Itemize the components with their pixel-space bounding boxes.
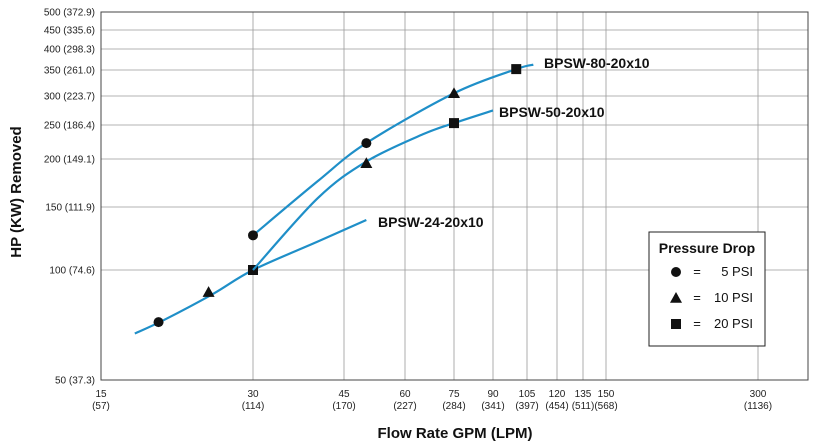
legend-equals: = bbox=[693, 316, 701, 331]
series-label: BPSW-24-20x10 bbox=[378, 214, 484, 230]
x-tick-sublabel: (568) bbox=[594, 401, 617, 412]
plot-frame bbox=[100, 11, 809, 381]
x-tick-sublabel: (114) bbox=[242, 401, 265, 412]
data-point-square bbox=[511, 64, 522, 75]
x-tick-label: 45 bbox=[338, 389, 350, 400]
legend-title: Pressure Drop bbox=[659, 240, 755, 256]
x-tick-sublabel: (454) bbox=[545, 401, 568, 412]
data-point-triangle bbox=[448, 87, 460, 99]
x-tick-sublabel: (1136) bbox=[744, 401, 772, 412]
series-line bbox=[252, 63, 534, 237]
y-tick-label: 400 (298.3) bbox=[44, 45, 95, 56]
x-tick-label: 120 bbox=[549, 389, 566, 400]
x-tick-label: 90 bbox=[487, 389, 499, 400]
x-tick-sublabel: (284) bbox=[442, 401, 465, 412]
y-tick-label: 450 (335.6) bbox=[44, 26, 95, 37]
x-tick-label: 15 bbox=[95, 389, 107, 400]
y-tick-label: 300 (223.7) bbox=[44, 92, 95, 103]
series-label: BPSW-80-20x10 bbox=[544, 55, 650, 71]
x-tick-label: 60 bbox=[399, 389, 411, 400]
series-BPSW-50-20x10 bbox=[252, 109, 494, 271]
x-axis-title: Flow Rate GPM (LPM) bbox=[378, 425, 533, 442]
x-tick-sublabel: (227) bbox=[393, 401, 416, 412]
data-point-circle bbox=[153, 317, 164, 328]
data-point-triangle bbox=[202, 286, 215, 297]
y-tick-label: 200 (149.1) bbox=[44, 155, 95, 166]
y-tick-label: 150 (111.9) bbox=[45, 203, 95, 214]
x-tick-sublabel: (511) bbox=[572, 401, 595, 412]
legend-marker-circle bbox=[671, 267, 681, 277]
x-tick-sublabel: (57) bbox=[92, 401, 110, 412]
legend-equals: = bbox=[693, 290, 701, 305]
legend: Pressure Drop = 5 PSI = 10 PSI = 20 PSI bbox=[648, 231, 766, 347]
legend-label: 10 PSI bbox=[714, 290, 753, 305]
y-tick-label: 350 (261.0) bbox=[44, 66, 95, 77]
y-axis-title: HP (KW) Removed bbox=[8, 126, 25, 257]
y-tick-label: 500 (372.9) bbox=[44, 8, 95, 19]
legend-marker-square bbox=[671, 319, 681, 329]
y-tick-label: 100 (74.6) bbox=[49, 266, 95, 277]
data-point-triangle bbox=[360, 157, 373, 169]
legend-label: 20 PSI bbox=[714, 316, 753, 331]
series-BPSW-80-20x10 bbox=[248, 63, 534, 241]
series-line bbox=[252, 109, 494, 271]
series-label: BPSW-50-20x10 bbox=[499, 104, 605, 120]
legend-box bbox=[648, 231, 766, 347]
x-tick-label: 150 bbox=[598, 389, 615, 400]
legend-label: 5 PSI bbox=[721, 264, 753, 279]
x-tick-label: 135 bbox=[575, 389, 592, 400]
x-tick-label: 30 bbox=[247, 389, 259, 400]
y-tick-label: 250 (186.4) bbox=[44, 121, 95, 132]
y-tick-label: 50 (37.3) bbox=[55, 376, 95, 387]
data-point-square bbox=[449, 118, 459, 129]
x-tick-label: 75 bbox=[448, 389, 460, 400]
legend-marker-triangle bbox=[670, 292, 682, 303]
data-point-circle bbox=[361, 138, 372, 149]
x-tick-sublabel: (341) bbox=[481, 401, 504, 412]
data-point-circle bbox=[248, 230, 258, 241]
legend-equals: = bbox=[693, 264, 701, 279]
x-tick-label: 105 bbox=[519, 389, 536, 400]
x-tick-label: 300 bbox=[750, 389, 767, 400]
x-tick-sublabel: (170) bbox=[332, 401, 355, 412]
x-tick-sublabel: (397) bbox=[515, 401, 538, 412]
